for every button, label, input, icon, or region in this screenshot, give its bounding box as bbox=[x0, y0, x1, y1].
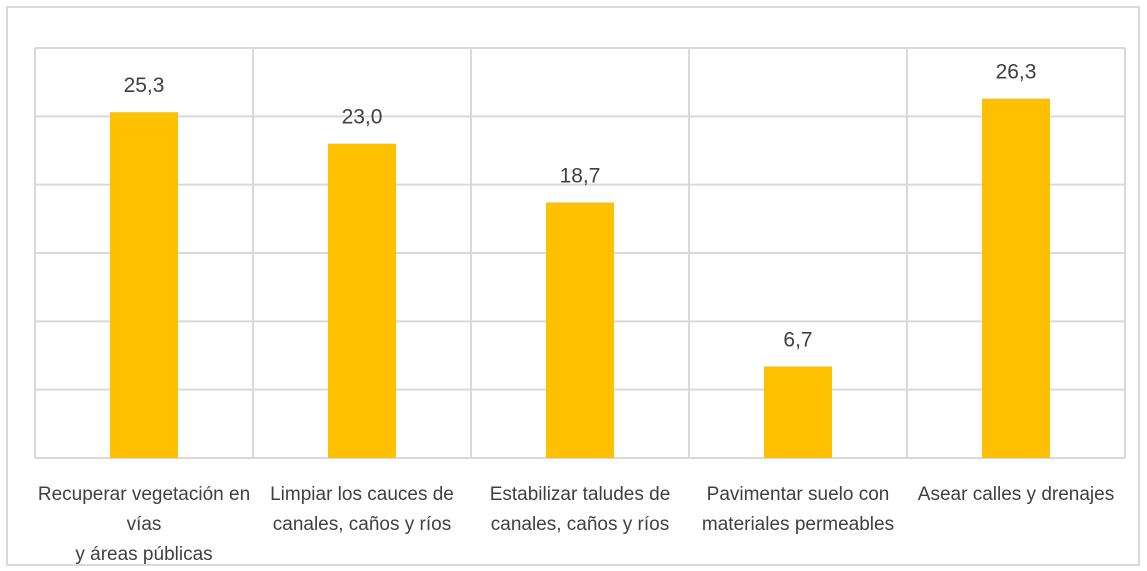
data-label: 18,7 bbox=[560, 164, 601, 187]
category-label-line: Pavimentar suelo con bbox=[706, 484, 890, 505]
bar bbox=[110, 112, 178, 458]
category-label-line: Asear calles y drenajes bbox=[917, 484, 1115, 505]
bar bbox=[328, 143, 396, 458]
bar bbox=[546, 202, 614, 458]
category-label: Pavimentar suelo con materiales permeable… bbox=[688, 480, 908, 540]
category-label-line: y áreas públicas bbox=[75, 544, 213, 565]
category-label-line: canales, caños y ríos bbox=[272, 514, 452, 535]
category-label: Limpiar los cauces de canales, caños y rí… bbox=[252, 480, 472, 540]
category-label: Asear calles y drenajes bbox=[906, 480, 1126, 510]
data-label: 6,7 bbox=[783, 328, 812, 351]
category-label-line: Limpiar los cauces de bbox=[270, 484, 454, 505]
data-label: 23,0 bbox=[342, 106, 383, 129]
bar bbox=[764, 366, 832, 458]
data-label: 26,3 bbox=[996, 61, 1037, 84]
category-label-line: Estabilizar taludes de bbox=[489, 484, 671, 505]
category-label-line: Recuperar vegetación en vías bbox=[37, 484, 251, 535]
category-label-line: canales, caños y ríos bbox=[490, 514, 670, 535]
data-label: 25,3 bbox=[124, 74, 165, 97]
bar bbox=[982, 98, 1050, 459]
category-label: Estabilizar taludes de canales, caños y r… bbox=[470, 480, 690, 540]
category-label: Recuperar vegetación en vías y áreas públ… bbox=[34, 480, 254, 570]
category-label-line: materiales permeables bbox=[701, 514, 895, 535]
